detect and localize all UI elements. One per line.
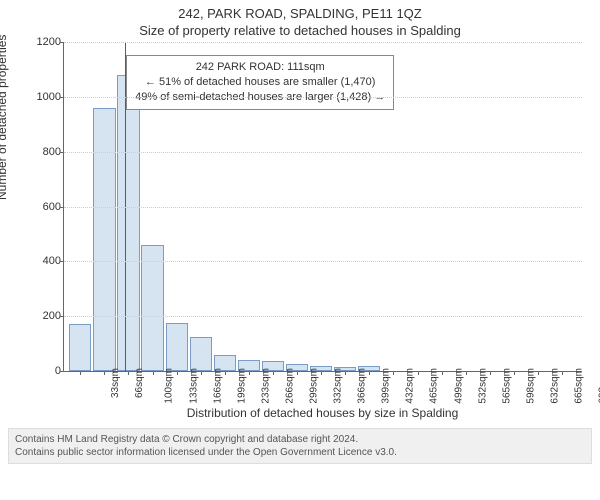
x-tick-mark [369, 371, 370, 375]
x-tick-mark [297, 371, 298, 375]
grid-line [64, 207, 582, 208]
x-tick-label: 166sqm [212, 368, 223, 404]
x-tick-mark [80, 371, 81, 375]
x-tick-label: 100sqm [164, 368, 175, 404]
x-tick-label: 632sqm [549, 368, 560, 404]
y-tick-mark [60, 152, 64, 153]
plot-area: 242 PARK ROAD: 111sqm ← 51% of detached … [63, 42, 582, 372]
x-tick-label: 133sqm [188, 368, 199, 404]
x-tick-mark [345, 371, 346, 375]
bar [166, 323, 188, 371]
y-tick-label: 1200 [31, 36, 61, 48]
x-tick-label: 266sqm [285, 368, 296, 404]
y-tick-mark [60, 371, 64, 372]
x-tick-label: 432sqm [405, 368, 416, 404]
x-tick-label: 66sqm [134, 368, 145, 398]
y-tick-label: 600 [31, 201, 61, 213]
x-tick-label: 33sqm [110, 368, 121, 398]
grid-line [64, 42, 582, 43]
x-tick-mark [177, 371, 178, 375]
y-tick-mark [60, 207, 64, 208]
x-tick-label: 499sqm [453, 368, 464, 404]
x-tick-label: 598sqm [525, 368, 536, 404]
footer-line1: Contains HM Land Registry data © Crown c… [15, 433, 585, 446]
x-tick-mark [225, 371, 226, 375]
x-tick-mark [249, 371, 250, 375]
y-tick-mark [60, 42, 64, 43]
footer-line2: Contains public sector information licen… [15, 446, 585, 459]
bar [93, 108, 115, 371]
x-tick-label: 199sqm [236, 368, 247, 404]
x-tick-mark [321, 371, 322, 375]
x-tick-mark [104, 371, 105, 375]
grid-line [64, 261, 582, 262]
x-tick-mark [393, 371, 394, 375]
y-tick-mark [60, 97, 64, 98]
x-tick-mark [490, 371, 491, 375]
x-tick-mark [538, 371, 539, 375]
x-tick-label: 465sqm [429, 368, 440, 404]
x-tick-label: 332sqm [333, 368, 344, 404]
x-tick-mark [273, 371, 274, 375]
y-axis-label: Number of detached properties [0, 35, 9, 200]
chart-container: 242, PARK ROAD, SPALDING, PE11 1QZ Size … [0, 0, 600, 500]
bar [190, 337, 212, 371]
x-tick-mark [514, 371, 515, 375]
x-tick-label: 366sqm [357, 368, 368, 404]
y-tick-label: 400 [31, 255, 61, 267]
y-tick-mark [60, 316, 64, 317]
grid-line [64, 316, 582, 317]
x-tick-mark [153, 371, 154, 375]
x-tick-label: 233sqm [260, 368, 271, 404]
x-tick-label: 665sqm [574, 368, 585, 404]
grid-line [64, 97, 582, 98]
x-tick-label: 399sqm [381, 368, 392, 404]
x-tick-mark [201, 371, 202, 375]
property-infobox: 242 PARK ROAD: 111sqm ← 51% of detached … [126, 55, 394, 110]
y-tick-label: 1000 [31, 91, 61, 103]
x-tick-mark [418, 371, 419, 375]
x-tick-label: 299sqm [309, 368, 320, 404]
x-axis-label: Distribution of detached houses by size … [63, 406, 582, 420]
y-tick-label: 800 [31, 146, 61, 158]
footer-attribution: Contains HM Land Registry data © Crown c… [8, 428, 592, 464]
bar [69, 324, 91, 371]
title-subtitle: Size of property relative to detached ho… [8, 23, 592, 38]
bar [141, 245, 163, 371]
chart-area: 242 PARK ROAD: 111sqm ← 51% of detached … [63, 42, 582, 422]
x-tick-mark [442, 371, 443, 375]
grid-line [64, 152, 582, 153]
infobox-line1: 242 PARK ROAD: 111sqm [135, 60, 385, 75]
y-tick-mark [60, 261, 64, 262]
x-tick-mark [562, 371, 563, 375]
title-address: 242, PARK ROAD, SPALDING, PE11 1QZ [8, 6, 592, 21]
infobox-line2: ← 51% of detached houses are smaller (1,… [135, 75, 385, 90]
x-tick-label: 532sqm [477, 368, 488, 404]
x-tick-mark [466, 371, 467, 375]
y-tick-label: 0 [31, 365, 61, 377]
bar [117, 75, 139, 371]
x-tick-mark [128, 371, 129, 375]
y-tick-label: 200 [31, 310, 61, 322]
x-tick-label: 565sqm [501, 368, 512, 404]
